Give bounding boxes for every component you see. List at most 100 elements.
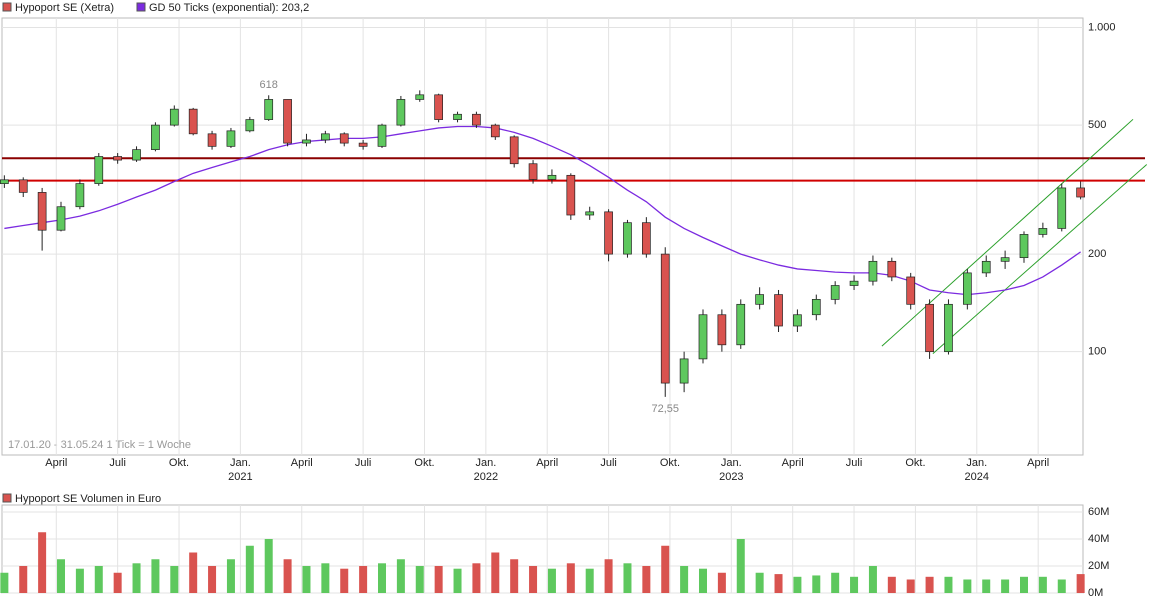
volume-bar: [604, 559, 613, 593]
y-tick-label: 100: [1088, 346, 1106, 358]
candle-body: [774, 294, 783, 327]
x-tick-label: Okt.: [905, 457, 925, 469]
x-tick-label: Okt.: [169, 457, 189, 469]
volume-bar: [850, 576, 859, 593]
volume-bar: [1038, 576, 1047, 593]
legend-label: Hypoport SE (Xetra): [15, 2, 114, 14]
volume-bar: [264, 539, 273, 593]
candle-body: [415, 94, 425, 100]
candle-body: [717, 314, 727, 346]
candle-body: [868, 260, 878, 282]
volume-bar: [151, 559, 160, 593]
candle-body: [509, 136, 519, 165]
y-tick-label: 40M: [1088, 533, 1109, 545]
volume-bar: [75, 568, 84, 593]
candle-body: [37, 192, 47, 231]
candle-body: [490, 124, 500, 138]
volume-bar: [698, 568, 707, 593]
candle-body: [472, 113, 481, 126]
x-tick-label: Okt.: [414, 457, 434, 469]
candle-body: [830, 285, 840, 300]
volume-bar: [623, 563, 632, 593]
volume-bar: [94, 566, 103, 593]
candle-body: [906, 276, 916, 305]
candle-body: [321, 133, 330, 141]
legend-swatch: [2, 493, 12, 503]
footer: 17.01.20 - 31.05.24 1 Tick = 1 Woche: [8, 439, 191, 451]
candle-body: [1076, 187, 1085, 198]
volume-frame: [1, 504, 1084, 594]
candle-body: [264, 99, 274, 120]
candle-body: [283, 99, 292, 144]
volume-bar: [132, 563, 141, 593]
candle-body: [339, 133, 349, 144]
volume-bar: [831, 572, 840, 593]
volume-bar: [1076, 574, 1085, 593]
x-tick-label: Jan.: [475, 457, 496, 469]
candle-body: [169, 108, 179, 126]
x-tick-label: April: [1027, 457, 1049, 469]
x-tick-label: Juli: [355, 457, 372, 469]
volume-bar: [491, 552, 500, 593]
volume-bar: [208, 566, 217, 593]
volume-bar: [321, 563, 330, 593]
x-tick-label: Juli: [600, 457, 617, 469]
trend-line: [881, 118, 1134, 347]
volume-bar: [755, 572, 764, 593]
candle-body: [528, 163, 538, 180]
candle-body: [1038, 228, 1048, 235]
y-tick-label: 0M: [1088, 587, 1103, 599]
volume-bar: [283, 559, 292, 593]
candle-body: [358, 142, 368, 147]
volume-bar: [812, 575, 821, 593]
candle-body: [453, 113, 462, 120]
candle-body: [377, 124, 387, 147]
volume-bar: [245, 545, 254, 593]
candle-body: [793, 314, 802, 327]
volume-bar: [302, 566, 311, 593]
candle-body: [434, 94, 443, 120]
volume-bar: [226, 559, 235, 593]
candle-body: [188, 108, 198, 135]
volume-bar: [642, 566, 651, 593]
x-tick-label: Juli: [846, 457, 863, 469]
volume-bar: [661, 545, 670, 593]
volume-bar: [113, 572, 122, 593]
volume-bar: [510, 559, 519, 593]
candle-body: [566, 174, 576, 216]
volume-bar: [982, 579, 991, 593]
x-tick-label: April: [536, 457, 558, 469]
candle-body: [151, 124, 160, 150]
candle-body: [623, 222, 632, 255]
candle-body: [944, 303, 953, 353]
volume-bar: [925, 576, 934, 593]
volume-bar: [1057, 579, 1066, 593]
volume-bar: [472, 563, 481, 593]
volume-bar: [170, 566, 179, 593]
volume-bar: [359, 566, 368, 593]
candle-body: [94, 156, 104, 184]
volume-bar: [1001, 579, 1010, 593]
volume-bar: [963, 579, 972, 593]
candle-body: [642, 222, 651, 255]
candle-body: [585, 211, 595, 216]
volume-bar: [529, 566, 538, 593]
candle-body: [849, 280, 859, 286]
candle-body: [547, 174, 557, 180]
x-year-label: 2022: [474, 471, 498, 483]
x-tick-label: Jan.: [230, 457, 251, 469]
y-tick-label: 60M: [1088, 506, 1109, 518]
volume-bar: [378, 563, 387, 593]
candle-body: [755, 294, 764, 305]
annotation: 72,55: [651, 403, 679, 415]
volume-bar: [868, 566, 877, 593]
volume-bar: [19, 566, 28, 593]
volume-title: Hypoport SE Volumen in Euro: [15, 493, 161, 505]
legend-swatch: [136, 2, 146, 12]
candle-body: [981, 260, 991, 274]
x-year-label: 2023: [719, 471, 743, 483]
volume-bar: [434, 566, 443, 593]
volume-bar: [585, 568, 594, 593]
x-tick-label: Okt.: [660, 457, 680, 469]
candle-body: [604, 211, 613, 255]
